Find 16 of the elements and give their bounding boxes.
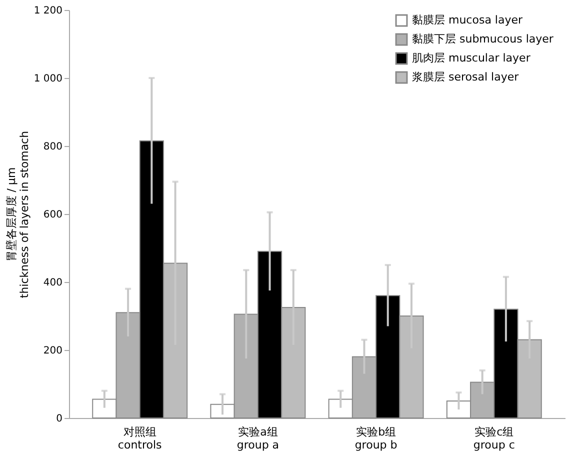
x-tick-label: 实验b组 group b <box>354 426 398 452</box>
y-tick-label: 200 <box>43 346 62 356</box>
legend-label: 黏膜下层 submucous layer <box>412 32 554 46</box>
legend-label: 浆膜层 serosal layer <box>412 70 520 84</box>
y-tick-label: 0 <box>56 414 62 424</box>
legend-label: 肌肉层 muscular layer <box>412 52 531 64</box>
y-tick-label: 600 <box>43 210 62 220</box>
legend-label: 黏膜层 mucosa layer <box>412 14 524 26</box>
y-axis-title: 胃壁各层厚度 / μm thickness of layers in stomach <box>4 130 31 298</box>
y-tick-label: 1 200 <box>34 6 62 16</box>
y-tick-label: 800 <box>43 142 62 152</box>
y-tick-label: 1 000 <box>34 74 62 84</box>
x-tick-label: 实验a组 group a <box>236 426 280 452</box>
x-tick-label: 对照组 controls <box>118 426 162 452</box>
x-tick-label: 实验c组 group c <box>473 426 515 452</box>
y-tick-label: 400 <box>43 278 62 288</box>
